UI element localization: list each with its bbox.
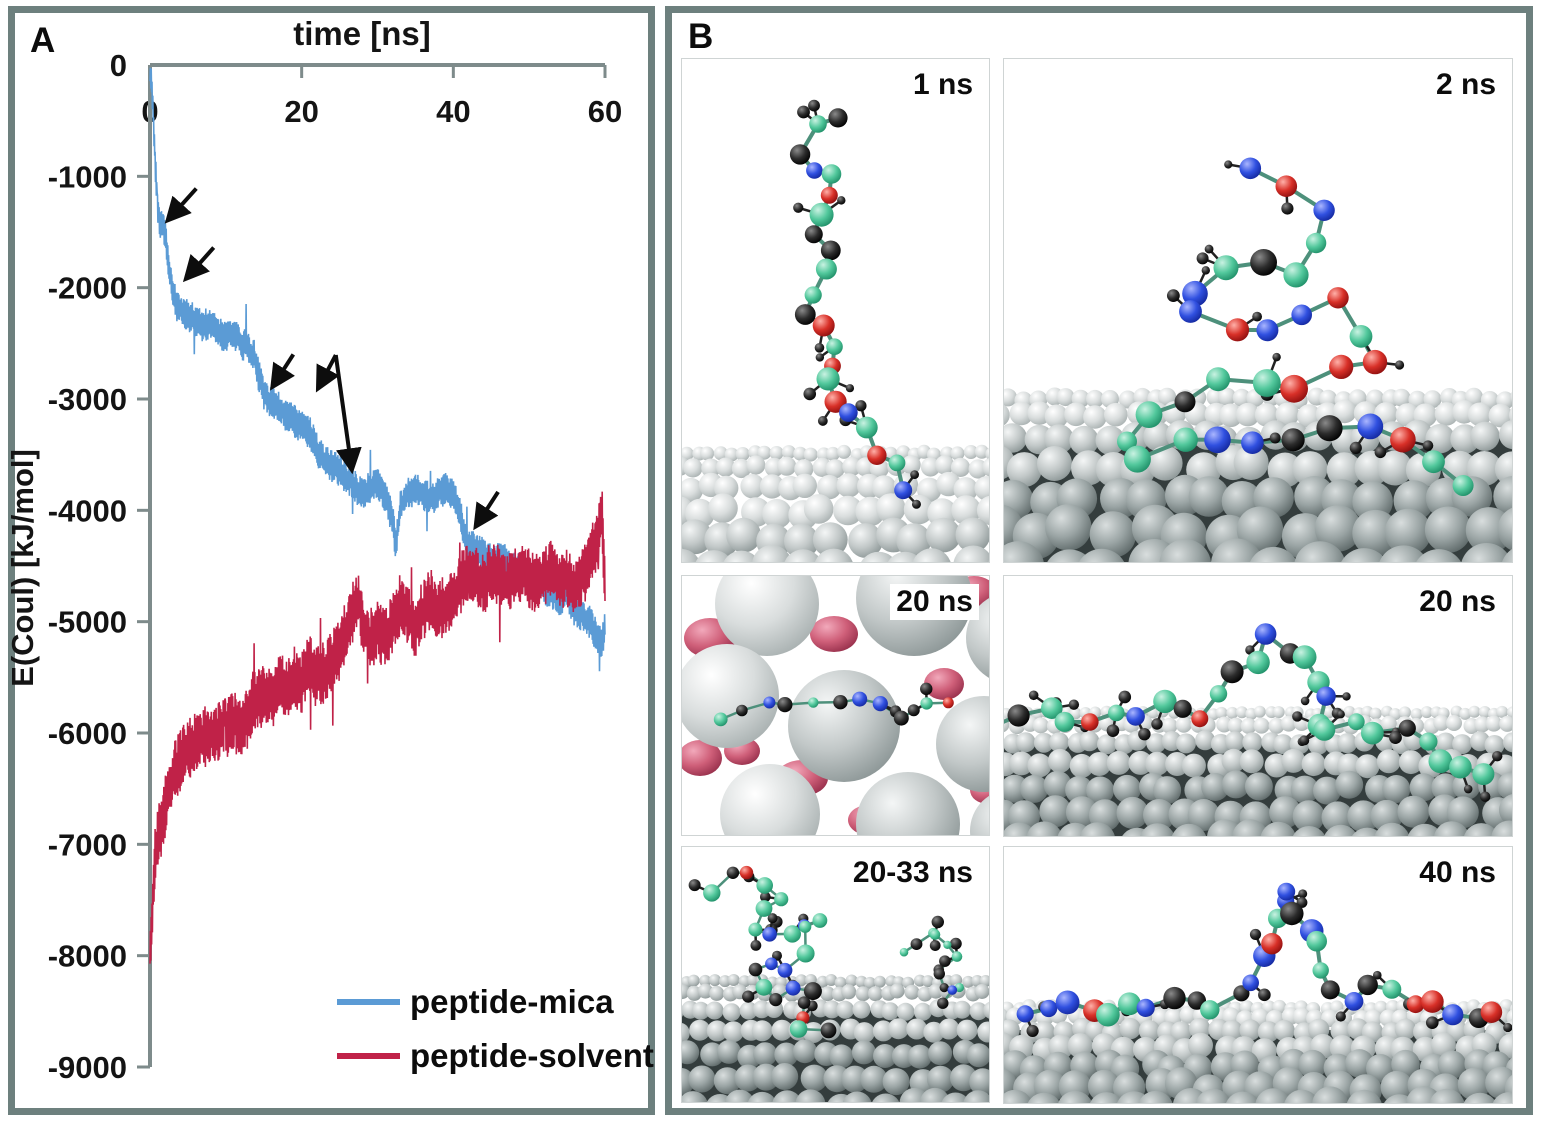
panel-b: B 1 ns 2 ns 20 ns 20 ns 20-33 ns 40 ns [665, 6, 1533, 1115]
snapshot-20-33ns: 20-33 ns [681, 846, 990, 1103]
panel-a: A 0 20 40 60 time [ns] 0 -1000 -2000 -3000 -4000 -… [0, 0, 660, 1122]
svg-text:-6000: -6000 [48, 716, 127, 751]
panel-a-frame [8, 6, 655, 1115]
svg-text:-3000: -3000 [48, 382, 127, 417]
arrow-annotation [164, 187, 198, 224]
molecular-render-2ns [1004, 59, 1512, 562]
series-peptide-solvent [149, 491, 606, 964]
x-axis: 0204060time [ns] [141, 15, 622, 129]
y-axis: 0 -1000 -2000 -3000 -4000 -5000 -6000 -7000 -800… [5, 48, 152, 1085]
time-label-2ns: 2 ns [1429, 67, 1502, 103]
time-label-20-33ns: 20-33 ns [846, 855, 979, 891]
energy-chart: A 0 20 40 60 time [ns] 0 -1000 -2000 -3000 -4000 -… [5, 6, 655, 1115]
arrow-annotation [315, 354, 340, 393]
svg-text:-7000: -7000 [48, 827, 127, 862]
time-label-20ns: 20 ns [1413, 584, 1502, 620]
svg-text:-4000: -4000 [48, 493, 127, 528]
legend-label-peptide-solvent: peptide-solvent [410, 1037, 654, 1074]
svg-text:-5000: -5000 [48, 605, 127, 640]
legend: peptide-mica peptide-solvent [337, 983, 654, 1074]
snapshot-2ns: 2 ns [1003, 58, 1513, 563]
time-label-1ns: 1 ns [906, 67, 979, 103]
molecular-render-20-33ns [682, 847, 989, 1102]
svg-text:-9000: -9000 [48, 1050, 127, 1085]
x-axis-title: time [ns] [293, 15, 431, 52]
svg-text:-2000: -2000 [48, 271, 127, 306]
snapshot-1ns: 1 ns [681, 58, 990, 563]
panel-b-label: B [688, 17, 714, 56]
arrow-annotation [333, 354, 362, 475]
svg-text:-1000: -1000 [48, 159, 127, 194]
panel-a-label: A [30, 21, 55, 60]
svg-text:-8000: -8000 [48, 939, 127, 974]
svg-text:40: 40 [436, 94, 470, 129]
step-arrows [164, 187, 500, 531]
arrow-annotation [182, 246, 216, 283]
arrow-annotation [270, 353, 296, 391]
time-label-20ns-closeup: 20 ns [890, 584, 979, 620]
legend-label-peptide-mica: peptide-mica [410, 983, 614, 1020]
snapshot-20ns: 20 ns [1003, 575, 1513, 837]
y-axis-title: E(Coul) [kJ/mol] [5, 449, 40, 687]
molecular-render-1ns [682, 59, 989, 562]
snapshot-20ns-closeup: 20 ns [681, 575, 990, 836]
svg-text:0: 0 [110, 48, 127, 83]
snapshot-40ns: 40 ns [1003, 846, 1513, 1104]
time-label-40ns: 40 ns [1413, 855, 1502, 891]
svg-text:20: 20 [284, 94, 318, 129]
svg-text:60: 60 [588, 94, 622, 129]
arrow-annotation [473, 490, 500, 531]
